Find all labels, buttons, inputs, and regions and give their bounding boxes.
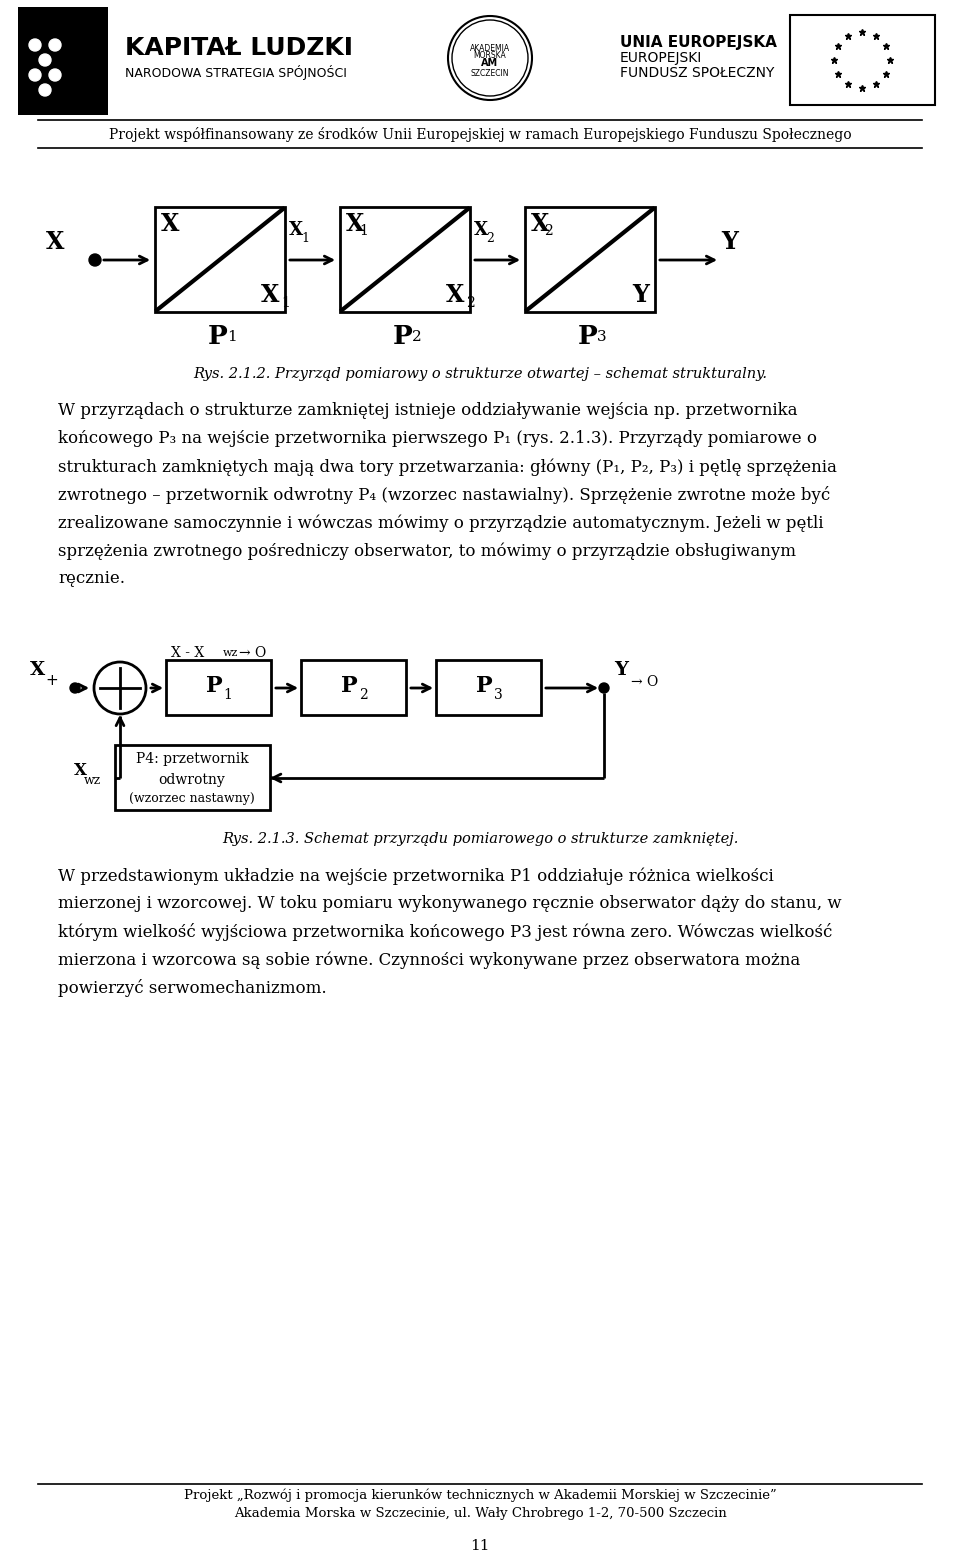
Text: 1: 1 (301, 232, 309, 244)
Text: 1: 1 (359, 224, 368, 238)
Bar (155, 207, 285, 311)
Text: P: P (341, 676, 357, 698)
Circle shape (448, 16, 532, 100)
Text: 2: 2 (486, 232, 493, 244)
Text: KAPITAŁ LUDZKI: KAPITAŁ LUDZKI (125, 36, 353, 61)
Text: strukturach zamkniętych mają dwa tory przetwarzania: główny (P₁, P₂, P₃) i pętlę: strukturach zamkniętych mają dwa tory pr… (58, 458, 837, 475)
Circle shape (29, 69, 41, 81)
Circle shape (39, 84, 51, 97)
Text: 1: 1 (281, 296, 290, 310)
Text: końcowego P₃ na wejście przetwornika pierwszego P₁ (rys. 2.1.3). Przyrządy pomia: końcowego P₃ na wejście przetwornika pie… (58, 430, 817, 447)
Text: ręcznie.: ręcznie. (58, 570, 125, 587)
Text: SZCZECIN: SZCZECIN (470, 69, 509, 78)
Circle shape (49, 69, 61, 81)
Text: EUROPEJSKI: EUROPEJSKI (620, 51, 703, 65)
Text: X: X (31, 662, 46, 679)
Bar (436, 660, 541, 715)
Circle shape (39, 54, 51, 65)
Text: Projekt współfinansowany ze środków Unii Europejskiej w ramach Europejskiego Fun: Projekt współfinansowany ze środków Unii… (108, 128, 852, 142)
Text: 2: 2 (466, 296, 475, 310)
Bar (525, 207, 655, 311)
Bar (18, 6, 108, 115)
Text: AKADEMIA: AKADEMIA (470, 44, 510, 53)
Circle shape (89, 254, 101, 266)
Bar (340, 207, 470, 311)
Circle shape (94, 662, 146, 715)
Text: Y: Y (632, 283, 649, 307)
Text: sprzężenia zwrotnego pośredniczy obserwator, to mówimy o przyrządzie obsługiwany: sprzężenia zwrotnego pośredniczy obserwa… (58, 542, 796, 559)
Text: Y: Y (614, 662, 628, 679)
Text: mierzona i wzorcowa są sobie równe. Czynności wykonywane przez obserwatora można: mierzona i wzorcowa są sobie równe. Czyn… (58, 951, 801, 968)
Text: MORSKA: MORSKA (473, 50, 506, 59)
Text: 1: 1 (228, 330, 237, 344)
Text: Rys. 2.1.3. Schemat przyrządu pomiarowego o strukturze zamkniętej.: Rys. 2.1.3. Schemat przyrządu pomiaroweg… (222, 831, 738, 845)
Circle shape (70, 684, 80, 693)
Bar (301, 660, 406, 715)
Text: W przedstawionym układzie na wejście przetwornika P1 oddziałuje różnica wielkośc: W przedstawionym układzie na wejście prz… (58, 867, 774, 884)
Text: X: X (161, 212, 180, 237)
Bar (115, 744, 270, 810)
Text: NARODOWA STRATEGIA SPÓJNOŚCI: NARODOWA STRATEGIA SPÓJNOŚCI (125, 64, 347, 79)
Text: zrealizowane samoczynnie i wówczas mówimy o przyrządzie automatycznym. Jeżeli w : zrealizowane samoczynnie i wówczas mówim… (58, 514, 824, 531)
Text: UNIA EUROPEJSKA: UNIA EUROPEJSKA (620, 34, 777, 50)
Text: Y: Y (722, 230, 738, 254)
Text: 2: 2 (412, 330, 421, 344)
Text: (wzorzec nastawny): (wzorzec nastawny) (130, 791, 254, 805)
Text: X: X (46, 230, 64, 254)
Text: Akademia Morska w Szczecinie, ul. Wały Chrobrego 1-2, 70-500 Szczecin: Akademia Morska w Szczecinie, ul. Wały C… (233, 1507, 727, 1520)
Text: +: + (46, 673, 59, 688)
Text: 2: 2 (544, 224, 553, 238)
Text: X - X: X - X (171, 646, 204, 660)
Circle shape (49, 39, 61, 51)
Text: powierzyć serwomechanizmom.: powierzyć serwomechanizmom. (58, 979, 326, 996)
Text: X: X (260, 283, 279, 307)
Text: Rys. 2.1.2. Przyrząd pomiarowy o strukturze otwartej – schemat strukturalny.: Rys. 2.1.2. Przyrząd pomiarowy o struktu… (193, 367, 767, 381)
Text: Projekt „Rozwój i promocja kierunków technicznych w Akademii Morskiej w Szczecin: Projekt „Rozwój i promocja kierunków tec… (183, 1488, 777, 1503)
Text: wz: wz (223, 648, 238, 659)
Text: → O: → O (239, 646, 266, 660)
Text: X: X (74, 761, 86, 778)
Text: P: P (208, 324, 228, 349)
Text: W przyrządach o strukturze zamkniętej istnieje oddziaływanie wejścia np. przetwo: W przyrządach o strukturze zamkniętej is… (58, 402, 798, 419)
Text: X: X (346, 212, 365, 237)
Circle shape (29, 39, 41, 51)
Text: X: X (289, 221, 303, 240)
Text: 11: 11 (470, 1538, 490, 1552)
Bar (166, 660, 271, 715)
Circle shape (599, 684, 609, 693)
Text: FUNDUSZ SPOŁECZNY: FUNDUSZ SPOŁECZNY (620, 65, 775, 79)
Text: odwrotny: odwrotny (158, 772, 226, 786)
Text: zwrotnego – przetwornik odwrotny P₄ (wzorzec nastawialny). Sprzężenie zwrotne mo: zwrotnego – przetwornik odwrotny P₄ (wzo… (58, 486, 830, 504)
Text: 3: 3 (597, 330, 607, 344)
Text: 3: 3 (493, 688, 502, 702)
Bar (790, 16, 935, 104)
Text: P: P (578, 324, 598, 349)
Text: P: P (476, 676, 492, 698)
Text: 2: 2 (359, 688, 368, 702)
Text: P4: przetwornik: P4: przetwornik (135, 752, 249, 766)
Text: AM: AM (481, 58, 498, 69)
Text: → O: → O (631, 676, 659, 690)
Text: P: P (394, 324, 413, 349)
Text: P: P (205, 676, 223, 698)
Text: wz: wz (84, 774, 101, 786)
Text: którym wielkość wyjściowa przetwornika końcowego P3 jest równa zero. Wówczas wie: którym wielkość wyjściowa przetwornika k… (58, 923, 832, 940)
Text: X: X (531, 212, 549, 237)
Circle shape (452, 20, 528, 97)
Text: mierzonej i wzorcowej. W toku pomiaru wykonywanego ręcznie obserwator dąży do st: mierzonej i wzorcowej. W toku pomiaru wy… (58, 895, 842, 912)
Text: 1: 1 (224, 688, 232, 702)
Text: X: X (445, 283, 464, 307)
Text: X: X (474, 221, 488, 240)
